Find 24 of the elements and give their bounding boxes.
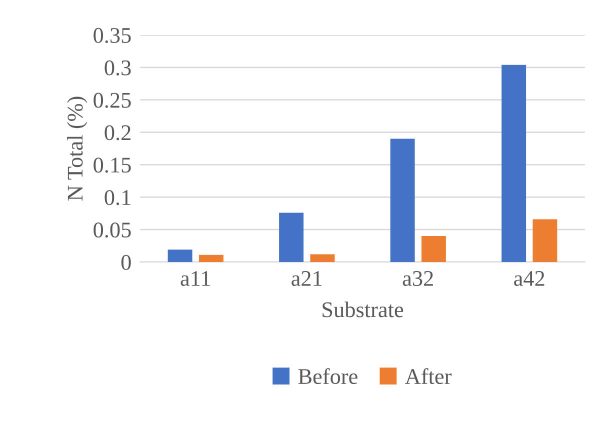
y-tick-label: 0.05 [94,222,131,238]
bar [421,236,446,262]
bar [390,138,415,262]
bar [532,219,558,262]
y-tick-label: 0.15 [94,158,131,173]
y-axis-title: N Total (%) [67,96,88,201]
bar [502,64,526,262]
x-tick-label: a42 [514,271,544,286]
y-tick-label: 0.25 [94,92,131,108]
y-tick-label: 0.35 [94,28,131,44]
bar [279,212,304,262]
y-tick-label: 0.2 [104,125,130,140]
legend-label: Before [298,368,358,384]
x-tick-label: a21 [292,271,322,286]
y-tick-label: 0.3 [104,60,131,76]
legend-label: After [405,368,452,384]
bar [310,254,335,262]
x-tick-label: a32 [402,271,433,286]
bar [198,254,224,262]
y-tick-label: 0 [121,254,131,270]
x-tick-label: a11 [180,271,210,286]
y-tick-label: 0.1 [104,190,130,206]
bar [168,250,192,262]
x-axis-title: Substrate [322,302,404,318]
